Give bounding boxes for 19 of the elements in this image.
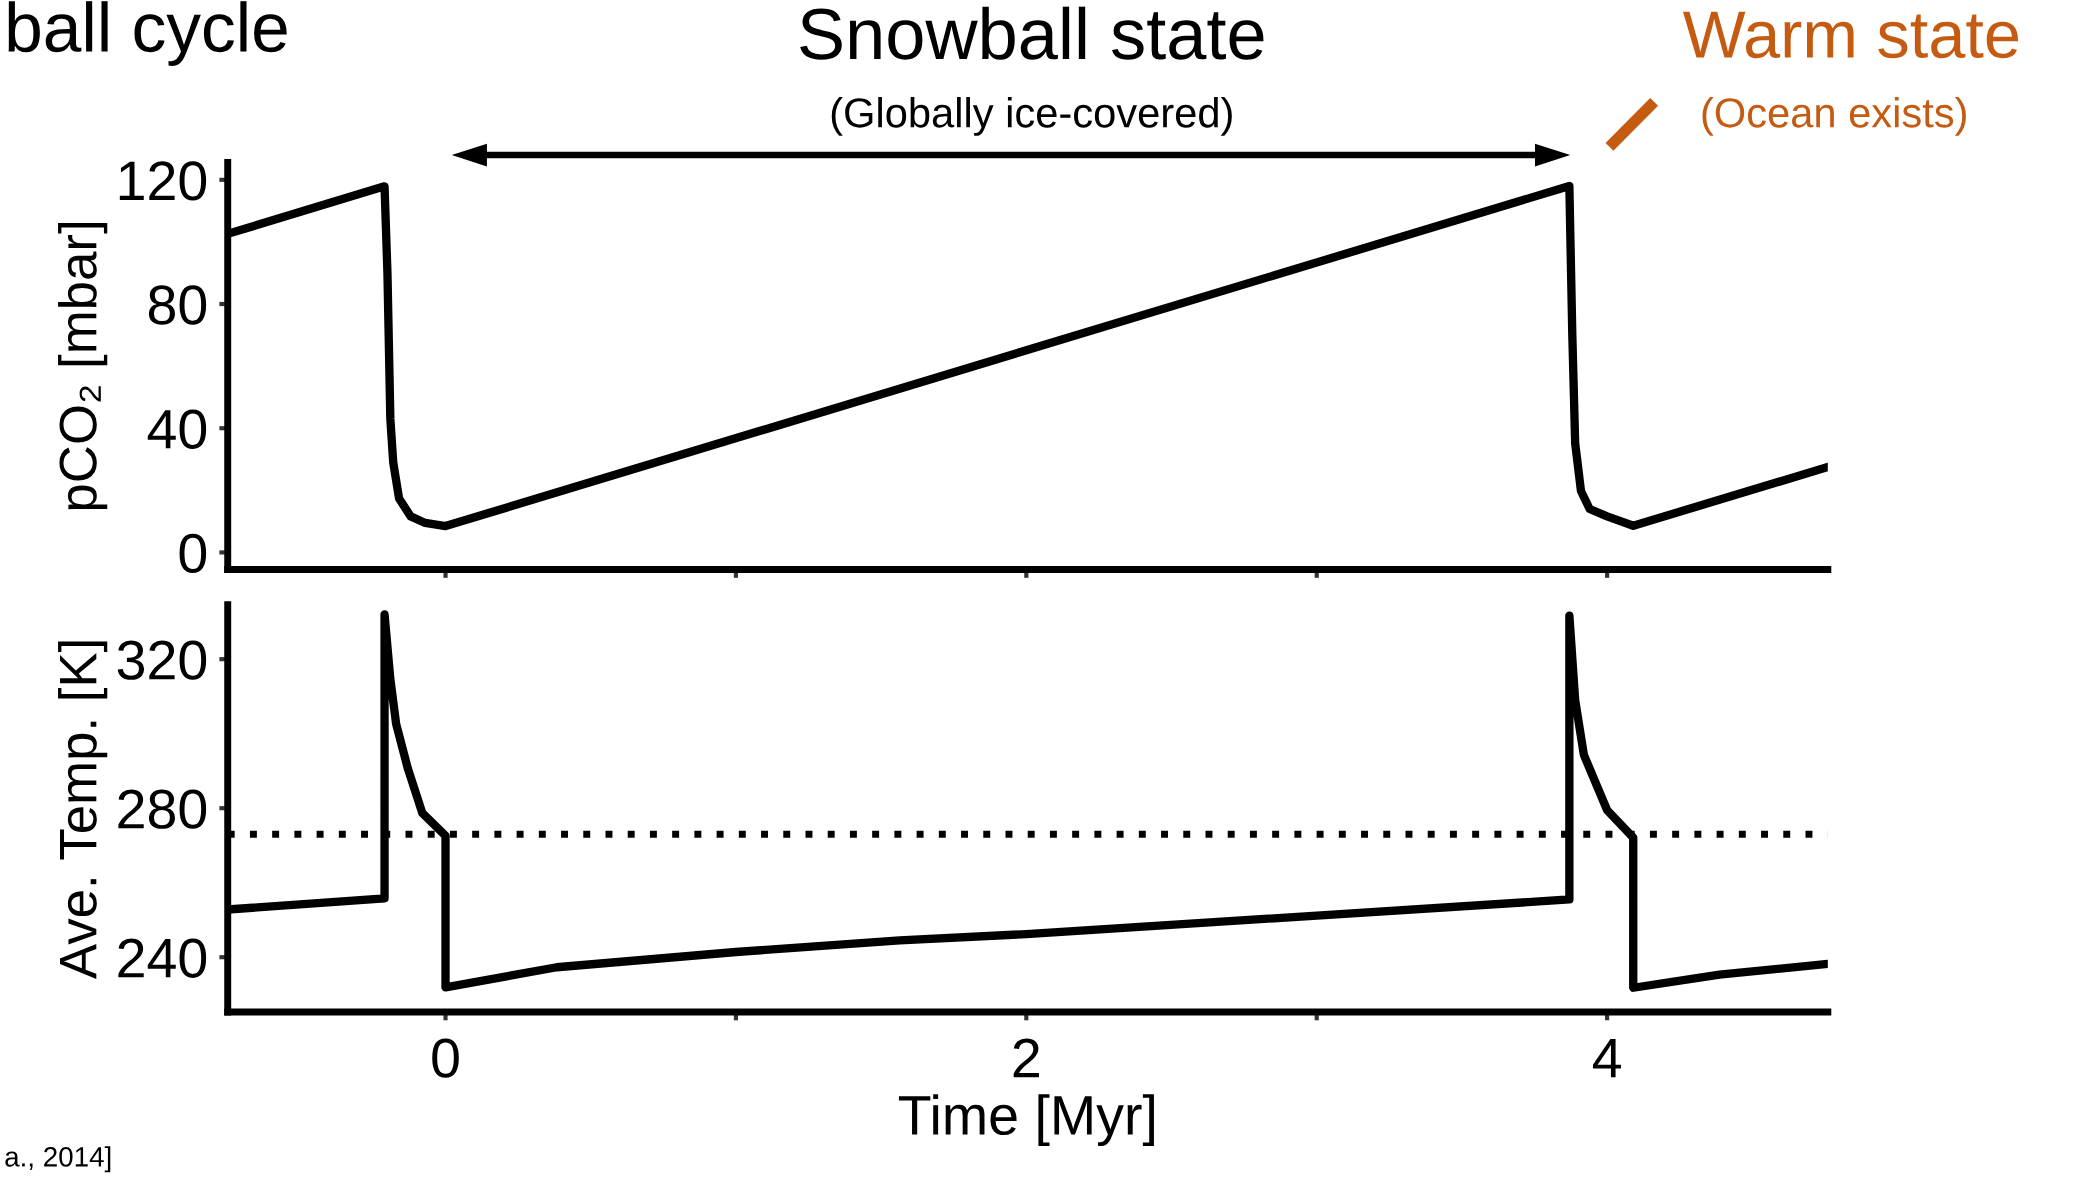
y-tick-label: 40 (147, 409, 207, 449)
y-tick-label: 320 (117, 640, 207, 680)
x-axis-title: Time [Myr] (898, 1094, 1154, 1147)
text: (Globally ice-covered) (831, 97, 1232, 136)
x-tick-label: 0 (432, 1038, 459, 1078)
text: Warm state (1682, 11, 2019, 59)
chart-title: ball cycle (8, 1, 287, 66)
y-axis-title: Ave. Temp. [K] (58, 641, 108, 979)
y-tick-label: 280 (118, 789, 207, 829)
y-tick-label: 240 (118, 938, 207, 978)
y-tick-label: 0 (179, 533, 207, 574)
y-axis-title: pCO₂ [mbar] (58, 223, 108, 510)
text: a., 2014] (5, 1146, 111, 1173)
x-tick-label: 4 (1592, 1039, 1621, 1078)
text: (Ocean exists) (1702, 97, 1966, 136)
x-tick-label: 2 (1013, 1038, 1039, 1078)
y-tick-label: 120 (119, 161, 207, 201)
text: Snowball state (800, 6, 1264, 60)
y-tick-label: 80 (148, 285, 207, 325)
